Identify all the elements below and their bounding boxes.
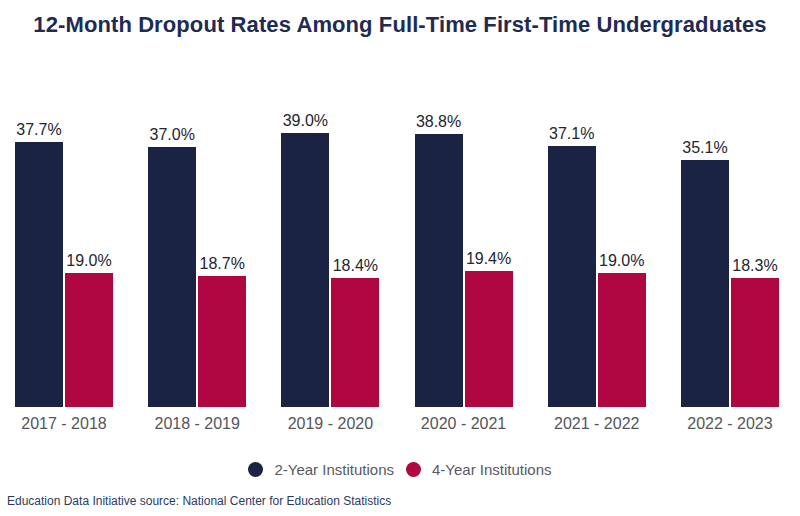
bar-2-year-institutions (681, 160, 729, 407)
bar-pair: 37.7% 19.0% (15, 96, 113, 407)
bar-column: 39.0% (281, 112, 329, 407)
bar-2-year-institutions (548, 146, 596, 407)
bar-group: 37.7% 19.0% 2017 - 2018 (15, 96, 113, 433)
bar-value-label: 37.7% (16, 121, 61, 139)
bar-group: 39.0% 18.4% 2019 - 2020 (281, 96, 379, 433)
bar-column: 38.8% (415, 113, 463, 407)
bar-pair: 35.1% 18.3% (681, 96, 779, 407)
bar-pair: 38.8% 19.4% (415, 96, 513, 407)
bar-4-year-institutions (731, 278, 779, 407)
x-axis-label: 2019 - 2020 (281, 415, 379, 433)
dropout-rates-chart: 12-Month Dropout Rates Among Full-Time F… (0, 0, 800, 516)
bar-4-year-institutions (598, 273, 646, 407)
x-axis-label: 2018 - 2019 (148, 415, 246, 433)
bar-column: 19.0% (598, 252, 646, 407)
footer-source-text: Education Data Initiative source: Nation… (7, 494, 391, 508)
bar-value-label: 37.1% (549, 125, 594, 143)
bar-4-year-institutions (465, 271, 513, 407)
bar-column: 19.0% (65, 252, 113, 407)
bar-value-label: 18.4% (333, 257, 378, 275)
legend-dot-2-year-icon (248, 462, 263, 477)
legend-item-2-year: 2-Year Institutions (248, 461, 394, 478)
bar-group: 38.8% 19.4% 2020 - 2021 (415, 96, 513, 433)
bar-value-label: 18.3% (732, 257, 777, 275)
bar-value-label: 37.0% (150, 126, 195, 144)
bar-column: 18.4% (331, 257, 379, 407)
legend-dot-4-year-icon (406, 462, 421, 477)
bar-4-year-institutions (331, 278, 379, 407)
bar-column: 37.1% (548, 125, 596, 407)
x-axis-label: 2022 - 2023 (681, 415, 779, 433)
bar-column: 37.0% (148, 126, 196, 407)
bar-column: 37.7% (15, 121, 63, 407)
plot-area: 37.7% 19.0% 2017 - 2018 37.0% 18.7% 2018 - 20… (15, 96, 779, 433)
bar-pair: 37.0% 18.7% (148, 96, 246, 407)
bar-4-year-institutions (65, 273, 113, 407)
x-axis-label: 2021 - 2022 (548, 415, 646, 433)
chart-title: 12-Month Dropout Rates Among Full-Time F… (0, 12, 800, 38)
bar-column: 35.1% (681, 139, 729, 407)
legend-item-4-year: 4-Year Institutions (406, 461, 552, 478)
bar-value-label: 19.0% (599, 252, 644, 270)
bar-column: 19.4% (465, 250, 513, 407)
bar-value-label: 38.8% (416, 113, 461, 131)
bar-column: 18.3% (731, 257, 779, 407)
bar-pair: 37.1% 19.0% (548, 96, 646, 407)
bar-group: 37.0% 18.7% 2018 - 2019 (148, 96, 246, 433)
bar-2-year-institutions (15, 142, 63, 407)
bar-value-label: 19.4% (466, 250, 511, 268)
bar-2-year-institutions (281, 133, 329, 407)
x-axis-label: 2020 - 2021 (415, 415, 513, 433)
bar-2-year-institutions (415, 134, 463, 407)
legend-label-4-year: 4-Year Institutions (432, 461, 552, 478)
bar-column: 18.7% (198, 255, 246, 407)
x-axis-label: 2017 - 2018 (15, 415, 113, 433)
bar-value-label: 18.7% (200, 255, 245, 273)
bar-4-year-institutions (198, 276, 246, 407)
bar-value-label: 35.1% (682, 139, 727, 157)
bar-value-label: 19.0% (66, 252, 111, 270)
bar-value-label: 39.0% (283, 112, 328, 130)
legend: 2-Year Institutions 4-Year Institutions (0, 461, 800, 478)
bar-2-year-institutions (148, 147, 196, 407)
legend-label-2-year: 2-Year Institutions (274, 461, 394, 478)
bar-group: 35.1% 18.3% 2022 - 2023 (681, 96, 779, 433)
bar-group: 37.1% 19.0% 2021 - 2022 (548, 96, 646, 433)
bar-pair: 39.0% 18.4% (281, 96, 379, 407)
